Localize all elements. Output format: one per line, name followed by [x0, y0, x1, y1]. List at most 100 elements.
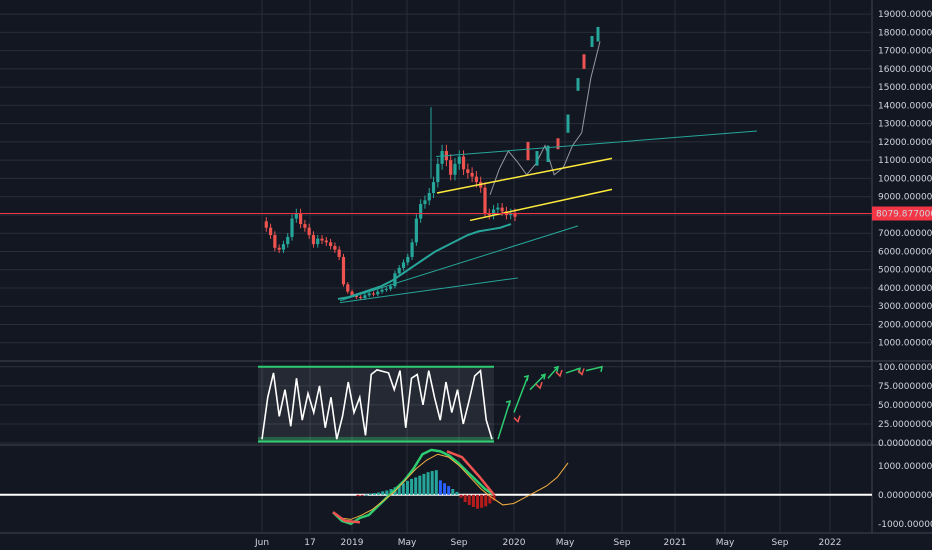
y-tick-label: 3000.00000000	[878, 302, 932, 312]
macd-histogram-bar	[467, 494, 471, 505]
candle-body[interactable]	[397, 267, 401, 274]
rsi-tick-label: 50.00000000	[878, 401, 932, 411]
x-tick-label: 17	[304, 538, 315, 548]
candle-body[interactable]	[303, 224, 307, 228]
candle-body[interactable]	[277, 247, 281, 250]
candle-body[interactable]	[294, 213, 298, 219]
projected-candle[interactable]	[526, 141, 530, 161]
x-tick-label: Sep	[772, 538, 789, 548]
candle-body[interactable]	[350, 291, 354, 296]
candle-body[interactable]	[298, 213, 303, 225]
candle-body[interactable]	[286, 236, 290, 245]
macd-tick-label: 1000.00000000	[878, 462, 932, 472]
projected-candle[interactable]	[582, 54, 586, 69]
macd-pane[interactable]	[0, 448, 872, 526]
arrow-head-icon	[540, 373, 546, 380]
candle-body[interactable]	[307, 227, 311, 236]
candle-body[interactable]	[320, 238, 324, 241]
candle-body[interactable]	[440, 151, 444, 164]
candle-body[interactable]	[316, 238, 320, 245]
candle-body[interactable]	[329, 242, 333, 246]
price-pane[interactable]	[0, 26, 872, 304]
candle-body[interactable]	[449, 160, 453, 175]
rsi-pane[interactable]	[258, 365, 603, 443]
macd-histogram-bar	[385, 490, 389, 495]
candle-body[interactable]	[341, 256, 346, 285]
candle-body[interactable]	[470, 172, 474, 177]
candle-body[interactable]	[487, 213, 491, 215]
arrow-head-icon	[597, 365, 603, 372]
candle-body[interactable]	[509, 213, 513, 215]
x-tick-label: 2020	[503, 538, 526, 548]
candle-body[interactable]	[384, 288, 388, 290]
projected-candle[interactable]	[535, 151, 539, 166]
macd-histogram-bar	[422, 473, 426, 495]
candle-body[interactable]	[419, 203, 423, 219]
rsi-tick-label: 75.00000000	[878, 382, 932, 392]
macd-tick-label: 0.00000000	[878, 491, 932, 501]
candle-body[interactable]	[264, 221, 268, 228]
projected-candle[interactable]	[590, 36, 594, 47]
projected-candle[interactable]	[566, 114, 570, 133]
arrow-head-icon	[505, 400, 511, 407]
macd-histogram-bar	[377, 492, 381, 495]
y-tick-label: 14000.00000000	[878, 101, 932, 111]
candle-body[interactable]	[363, 295, 367, 299]
y-tick-label: 18000.00000000	[878, 28, 932, 38]
candle-body[interactable]	[483, 187, 487, 214]
y-tick-label: 1000.00000000	[878, 339, 932, 349]
candle-body[interactable]	[513, 213, 517, 217]
moving-average-line	[337, 223, 512, 300]
macd-histogram-bar	[451, 489, 455, 495]
candle-body[interactable]	[337, 249, 341, 257]
candle-body[interactable]	[324, 240, 328, 243]
candle-body[interactable]	[346, 284, 350, 292]
candle-body[interactable]	[380, 289, 384, 292]
mid-trendline	[339, 225, 579, 302]
candle-body[interactable]	[466, 169, 470, 173]
candle-body[interactable]	[423, 200, 427, 204]
candle-body[interactable]	[496, 207, 500, 210]
candle-body[interactable]	[268, 227, 273, 236]
projected-candle[interactable]	[596, 26, 600, 42]
macd-line-early-segment	[332, 511, 361, 524]
candle-body[interactable]	[474, 176, 479, 183]
candle-body[interactable]	[410, 242, 414, 257]
channel-top-line	[436, 157, 613, 194]
candle-body[interactable]	[461, 156, 466, 170]
candle-body[interactable]	[354, 295, 358, 298]
projected-candle[interactable]	[546, 145, 550, 163]
projected-candle[interactable]	[576, 78, 580, 91]
macd-histogram-bar	[410, 478, 414, 495]
candle-body[interactable]	[371, 293, 376, 295]
candle-body[interactable]	[427, 193, 431, 201]
x-tick-label: Sep	[451, 538, 468, 548]
candle-body[interactable]	[500, 207, 504, 212]
candle-body[interactable]	[431, 182, 436, 194]
candle-body[interactable]	[406, 256, 410, 263]
macd-histogram-bar	[434, 470, 438, 495]
candle-body[interactable]	[311, 235, 316, 245]
y-tick-label: 11000.00000000	[878, 156, 932, 166]
candle-body[interactable]	[389, 286, 393, 289]
macd-histogram-bar	[426, 472, 430, 495]
candle-body[interactable]	[290, 218, 294, 237]
candle-body[interactable]	[359, 297, 363, 299]
candle-body[interactable]	[453, 163, 457, 175]
candle-body[interactable]	[281, 244, 286, 250]
x-tick-label: 2022	[819, 538, 842, 548]
candle-body[interactable]	[376, 291, 380, 295]
candle-body[interactable]	[436, 163, 440, 183]
candle-body[interactable]	[414, 218, 418, 243]
macd-histogram-bar	[360, 494, 364, 496]
y-tick-label: 5000.00000000	[878, 266, 932, 276]
candle-body[interactable]	[491, 209, 496, 215]
candle-body[interactable]	[367, 293, 371, 296]
x-tick-label: 2019	[341, 538, 364, 548]
projected-candle[interactable]	[556, 138, 560, 150]
candle-body[interactable]	[401, 262, 406, 268]
candle-body[interactable]	[333, 245, 337, 250]
candle-body[interactable]	[457, 156, 461, 164]
candle-body[interactable]	[273, 235, 277, 248]
